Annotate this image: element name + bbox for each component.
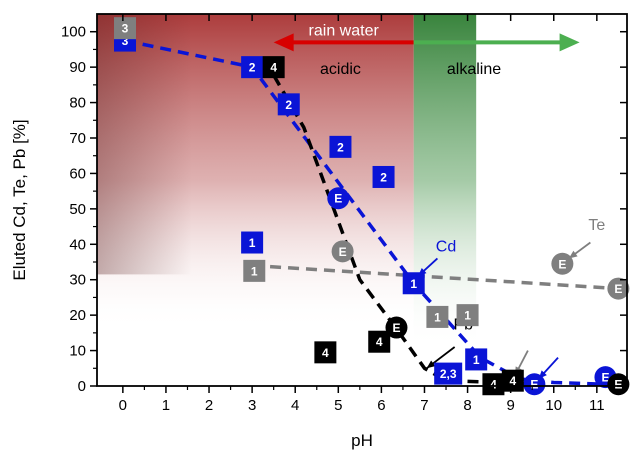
cd-point-4 xyxy=(372,165,395,188)
te-point-2-label: E xyxy=(339,245,347,259)
cd-point-4-label: 2 xyxy=(380,170,387,184)
arrows: rain water xyxy=(273,22,580,52)
pb-point-3-label: 4 xyxy=(376,335,383,349)
pb-point-4-label: 4 xyxy=(490,378,497,392)
cd-point-1-label: 2 xyxy=(249,61,256,75)
acidic-region-edge xyxy=(97,14,192,275)
rain-water-arrow-head xyxy=(273,33,294,52)
x-tick-label: 4 xyxy=(291,397,299,414)
rain-water-label: rain water xyxy=(309,22,380,39)
pb-point-6 xyxy=(607,373,630,396)
te-point-0-label: 3 xyxy=(122,22,129,36)
y-tick-label: 100 xyxy=(61,24,86,41)
cd-point-6-label: 1 xyxy=(249,236,256,250)
te-point-6 xyxy=(607,277,630,300)
x-tick-label: 8 xyxy=(463,397,471,414)
annotation-alkaline: alkaline xyxy=(447,61,501,78)
y-tick-label: 90 xyxy=(69,59,86,76)
te-point-5 xyxy=(551,252,574,275)
cd-point-5 xyxy=(327,187,350,210)
te-point-1-label: 1 xyxy=(251,264,258,278)
cd-point-3-label: 2 xyxy=(337,140,344,154)
te-point-4 xyxy=(456,304,479,327)
y-tick-label: 50 xyxy=(69,201,86,218)
x-tick-label: 7 xyxy=(420,397,428,414)
pb-point-6-label: E xyxy=(614,378,622,392)
te-leader-head xyxy=(568,250,578,259)
plot-frame xyxy=(96,13,628,387)
x-tick-label: 6 xyxy=(377,397,385,414)
pb-point-1-label: 4 xyxy=(322,346,329,360)
y-tick-label: 30 xyxy=(69,272,86,289)
ph-regions xyxy=(97,14,477,386)
pb-point-1 xyxy=(314,341,337,364)
alkaline-arrow-head xyxy=(559,33,580,52)
cd-point-1 xyxy=(241,56,264,79)
te-point-4-label: 1 xyxy=(464,309,471,323)
pb-point-2-label: E xyxy=(392,321,400,335)
x-tick-label: 10 xyxy=(545,397,562,414)
te-point-2 xyxy=(331,240,354,263)
te-point-3 xyxy=(426,305,449,328)
te-trend-line xyxy=(251,263,619,291)
cd-point-2-label: 2 xyxy=(285,98,292,112)
x-tick-label: 2 xyxy=(205,397,213,414)
annotation-cd: Cd xyxy=(436,238,456,255)
te-point-1 xyxy=(243,259,266,282)
x-axis-title: pH xyxy=(351,431,373,450)
pb-point-0 xyxy=(262,56,285,79)
cd-point-8-label: 2,3 xyxy=(440,367,457,381)
x-tick-label: 5 xyxy=(334,397,342,414)
y-tick-label: 10 xyxy=(69,343,86,360)
pb-point-2 xyxy=(385,316,408,339)
annotations: acidicalkalineCdTePb xyxy=(320,61,605,380)
x-tick-label: 9 xyxy=(506,397,514,414)
te-point-3-label: 1 xyxy=(434,310,441,324)
annotation-te: Te xyxy=(588,217,605,234)
cd-point-3 xyxy=(329,135,352,158)
cd-point-9-label: 1 xyxy=(473,353,480,367)
cd-point-5-label: E xyxy=(334,192,342,206)
axes: 0 1 2 3 4 5 6 7 8 9 10 110102030405060708090100pHEl… xyxy=(10,13,628,450)
x-tick-label: 3 xyxy=(248,397,256,414)
cd-point-8 xyxy=(434,362,463,385)
pb-point-5-label: 4 xyxy=(509,374,516,388)
te-point-5-label: E xyxy=(558,257,566,271)
pb-point-4 xyxy=(482,373,505,396)
te-point-0 xyxy=(114,17,137,40)
y-tick-label: 80 xyxy=(69,95,86,112)
y-tick-label: 40 xyxy=(69,236,86,253)
y-axis-title: Eluted Cd, Te, Pb [%] xyxy=(10,119,29,280)
pb-leader-head xyxy=(426,360,436,369)
x-tick-label: 11 xyxy=(589,397,605,414)
cd-point-2 xyxy=(277,93,300,116)
cd-point-10 xyxy=(523,373,546,396)
cd-point-11-label: E xyxy=(601,371,609,385)
y-tick-label: 60 xyxy=(69,165,86,182)
y-tick-label: 70 xyxy=(69,130,86,147)
annotation-acidic: acidic xyxy=(320,61,361,78)
y-tick-label: 20 xyxy=(69,307,86,324)
cd-point-6 xyxy=(241,231,264,254)
cd-point-10-label: E xyxy=(530,378,538,392)
pb-point-3 xyxy=(368,330,391,353)
cd-point-7 xyxy=(402,272,425,295)
x-tick-label: 1 xyxy=(162,397,170,414)
cd-point-7-label: 1 xyxy=(410,277,417,291)
pb-point-0-label: 4 xyxy=(270,61,277,75)
te-point-6-label: E xyxy=(614,282,622,296)
y-tick-label: 0 xyxy=(78,378,86,395)
cd-point-9 xyxy=(465,348,488,371)
x-tick-label: 0 xyxy=(119,397,127,414)
cd-point-0-label: 3 xyxy=(122,34,129,48)
